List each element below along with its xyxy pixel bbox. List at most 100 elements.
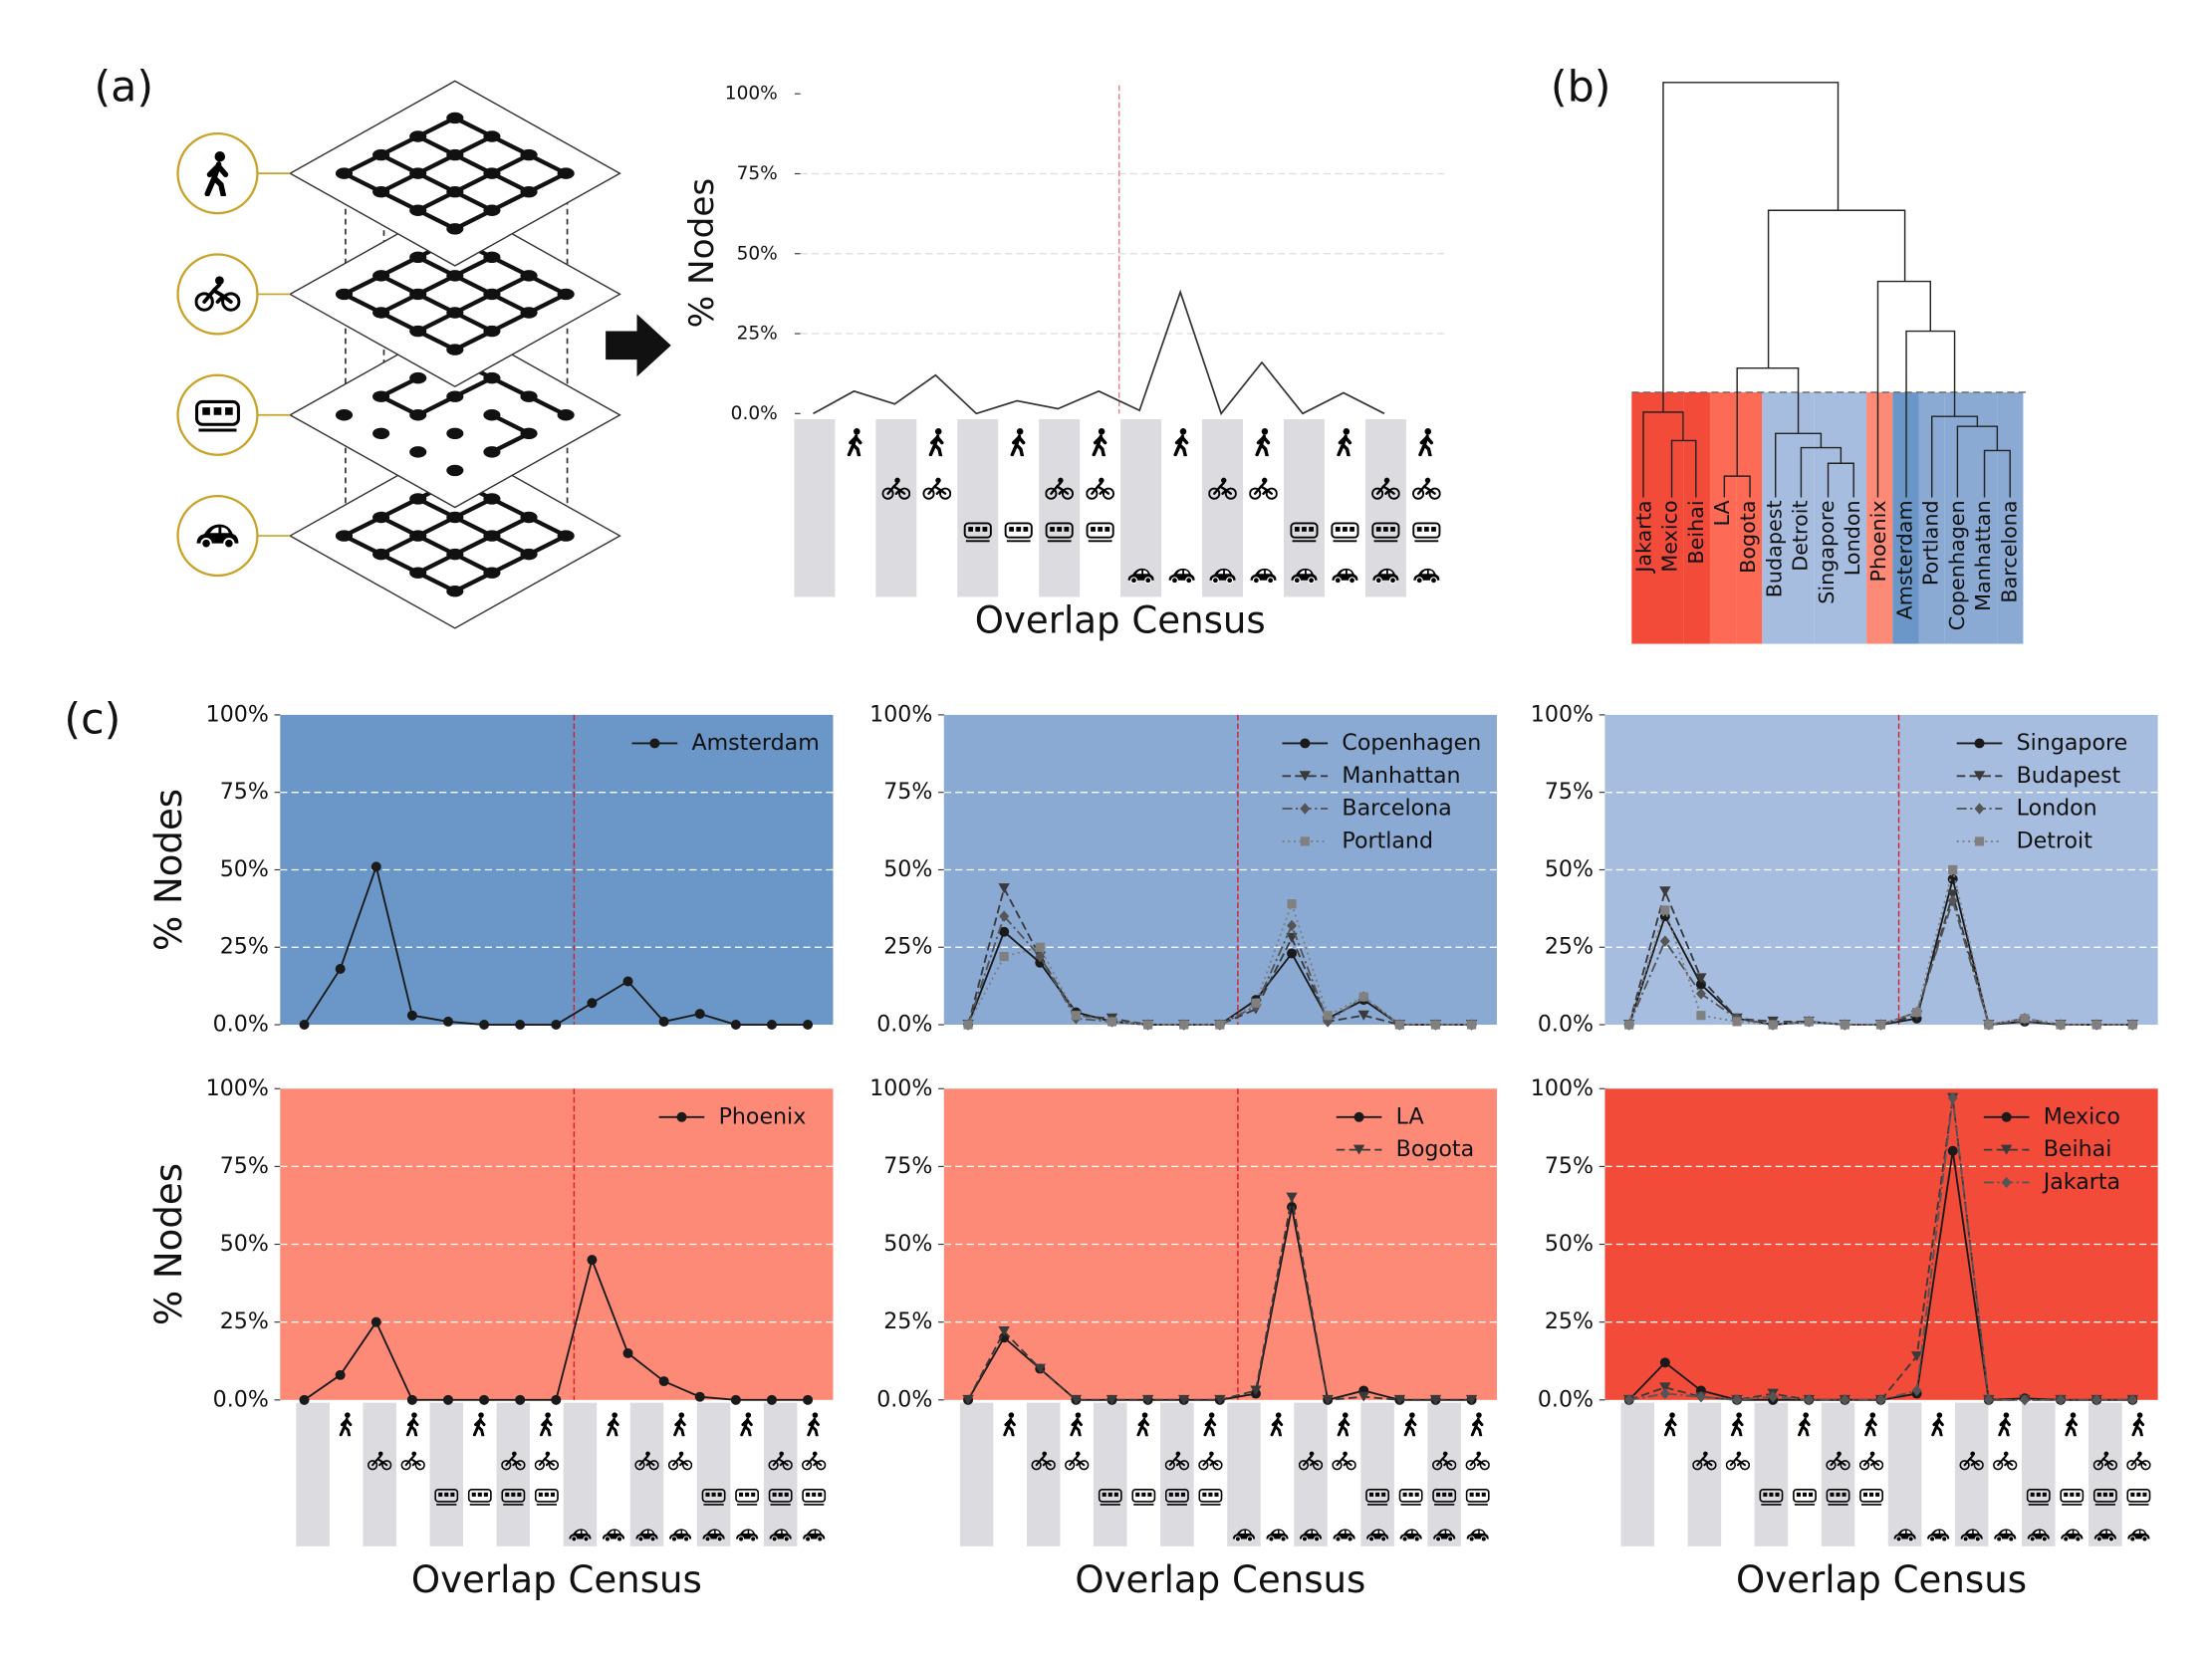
y-tick-label: 50% bbox=[883, 856, 932, 882]
y-tick-label: 100% bbox=[869, 701, 932, 727]
leaf-label: Mexico bbox=[1658, 500, 1682, 572]
mode-icon bbox=[1398, 1488, 1423, 1506]
data-point bbox=[2091, 1020, 2101, 1030]
dendrogram-tree bbox=[1642, 82, 2011, 498]
census-column bbox=[1954, 1402, 1989, 1546]
network-node bbox=[446, 344, 464, 356]
network-node bbox=[335, 530, 354, 542]
data-point bbox=[622, 976, 633, 987]
census-column bbox=[1039, 419, 1081, 597]
data-point bbox=[658, 1376, 669, 1387]
data-point bbox=[1071, 1011, 1081, 1021]
mode-icon bbox=[1332, 1450, 1356, 1471]
data-point bbox=[766, 1020, 777, 1031]
data-point bbox=[299, 1020, 310, 1031]
data-point bbox=[1840, 1020, 1849, 1030]
census-column bbox=[1120, 419, 1162, 597]
y-tick-label: 25% bbox=[1545, 1308, 1594, 1334]
data-point bbox=[1141, 1394, 1154, 1405]
mode-icon bbox=[928, 427, 944, 457]
data-point bbox=[1323, 1011, 1333, 1021]
mode-icon bbox=[1131, 1488, 1156, 1506]
data-point bbox=[622, 1347, 633, 1358]
network-node bbox=[335, 409, 354, 421]
network-node bbox=[446, 185, 464, 198]
census-column bbox=[1094, 1402, 1127, 1546]
network-node bbox=[483, 409, 501, 421]
data-point bbox=[694, 1009, 705, 1020]
y-tick-label: 0.0% bbox=[1538, 1386, 1594, 1412]
mode-icon bbox=[1203, 1411, 1217, 1437]
y-tick-label: 100% bbox=[1531, 1075, 1594, 1101]
census-column bbox=[959, 1402, 994, 1546]
legend-marker bbox=[1300, 803, 1311, 815]
legend-marker bbox=[1300, 738, 1311, 749]
legend-label: Beihai bbox=[2044, 1136, 2112, 1162]
mode-icon bbox=[339, 1411, 353, 1437]
data-point bbox=[335, 964, 346, 975]
cluster-band bbox=[1814, 391, 1841, 644]
census-column bbox=[296, 1402, 330, 1546]
mode-icon bbox=[1255, 427, 1271, 457]
y-tick-label: 50% bbox=[1545, 1231, 1594, 1257]
network-node bbox=[483, 288, 501, 301]
y-tick-label: 100% bbox=[1531, 701, 1594, 727]
census-column bbox=[1427, 1402, 1461, 1546]
mode-icon bbox=[802, 1450, 827, 1471]
mode-icon bbox=[807, 1411, 820, 1437]
leaf-label: Detroit bbox=[1789, 500, 1813, 571]
data-point bbox=[1946, 889, 1959, 900]
cluster-band bbox=[1970, 391, 1998, 644]
cluster-band bbox=[1866, 391, 1893, 644]
mode-icon bbox=[735, 1488, 760, 1506]
data-point bbox=[1179, 1020, 1189, 1030]
network-node bbox=[409, 446, 427, 458]
network-node bbox=[446, 112, 464, 124]
legend-marker bbox=[2001, 1176, 2012, 1189]
data-point bbox=[1875, 1020, 1886, 1030]
y-axis-label: % Nodes bbox=[147, 789, 190, 951]
census-column bbox=[1887, 1402, 1922, 1546]
y-tick-label: 25% bbox=[883, 934, 932, 960]
layer-plane bbox=[288, 80, 621, 267]
y-axis-label: % Nodes bbox=[682, 178, 722, 329]
legend-label: London bbox=[2017, 796, 2097, 822]
data-point bbox=[1287, 948, 1298, 959]
panel-label: (c) bbox=[64, 695, 121, 745]
y-tick-label: 0.0% bbox=[876, 1012, 932, 1038]
mode-icon bbox=[1249, 567, 1278, 585]
data-point bbox=[1947, 1145, 1958, 1156]
census-column bbox=[1202, 419, 1244, 597]
y-tick-label: 75% bbox=[883, 779, 932, 805]
x-axis-label: Overlap Census bbox=[411, 1558, 702, 1601]
y-tick-label: 0.0% bbox=[731, 403, 778, 424]
data-point bbox=[1984, 1020, 1994, 1030]
census-column bbox=[1160, 1402, 1194, 1546]
data-point bbox=[1732, 1017, 1742, 1027]
network-node bbox=[409, 493, 427, 505]
census-column bbox=[1026, 1402, 1061, 1546]
data-point bbox=[2056, 1020, 2066, 1030]
data-point bbox=[1287, 899, 1297, 909]
data-point bbox=[999, 926, 1010, 937]
census-column bbox=[763, 1402, 798, 1546]
legend-marker bbox=[649, 738, 660, 749]
legend-label: Jakarta bbox=[2042, 1169, 2120, 1195]
data-point bbox=[370, 861, 381, 872]
legend-marker bbox=[1974, 836, 1985, 846]
data-point bbox=[2020, 1014, 2030, 1024]
legend-label: Barcelona bbox=[1342, 796, 1451, 822]
mode-icon bbox=[847, 427, 862, 457]
leaf-label: Singapore bbox=[1815, 500, 1839, 603]
cluster-band bbox=[1736, 391, 1763, 644]
mode-icon bbox=[1725, 1450, 1751, 1471]
cluster-band bbox=[1997, 391, 2024, 644]
network-node bbox=[409, 288, 427, 301]
mode-icon bbox=[1070, 1411, 1083, 1437]
data-point bbox=[1393, 1394, 1406, 1405]
data-point bbox=[1430, 1020, 1441, 1030]
network-node bbox=[446, 511, 464, 524]
data-point bbox=[1659, 1387, 1670, 1400]
legend-marker bbox=[1974, 803, 1985, 815]
mode-icon bbox=[1331, 522, 1359, 543]
